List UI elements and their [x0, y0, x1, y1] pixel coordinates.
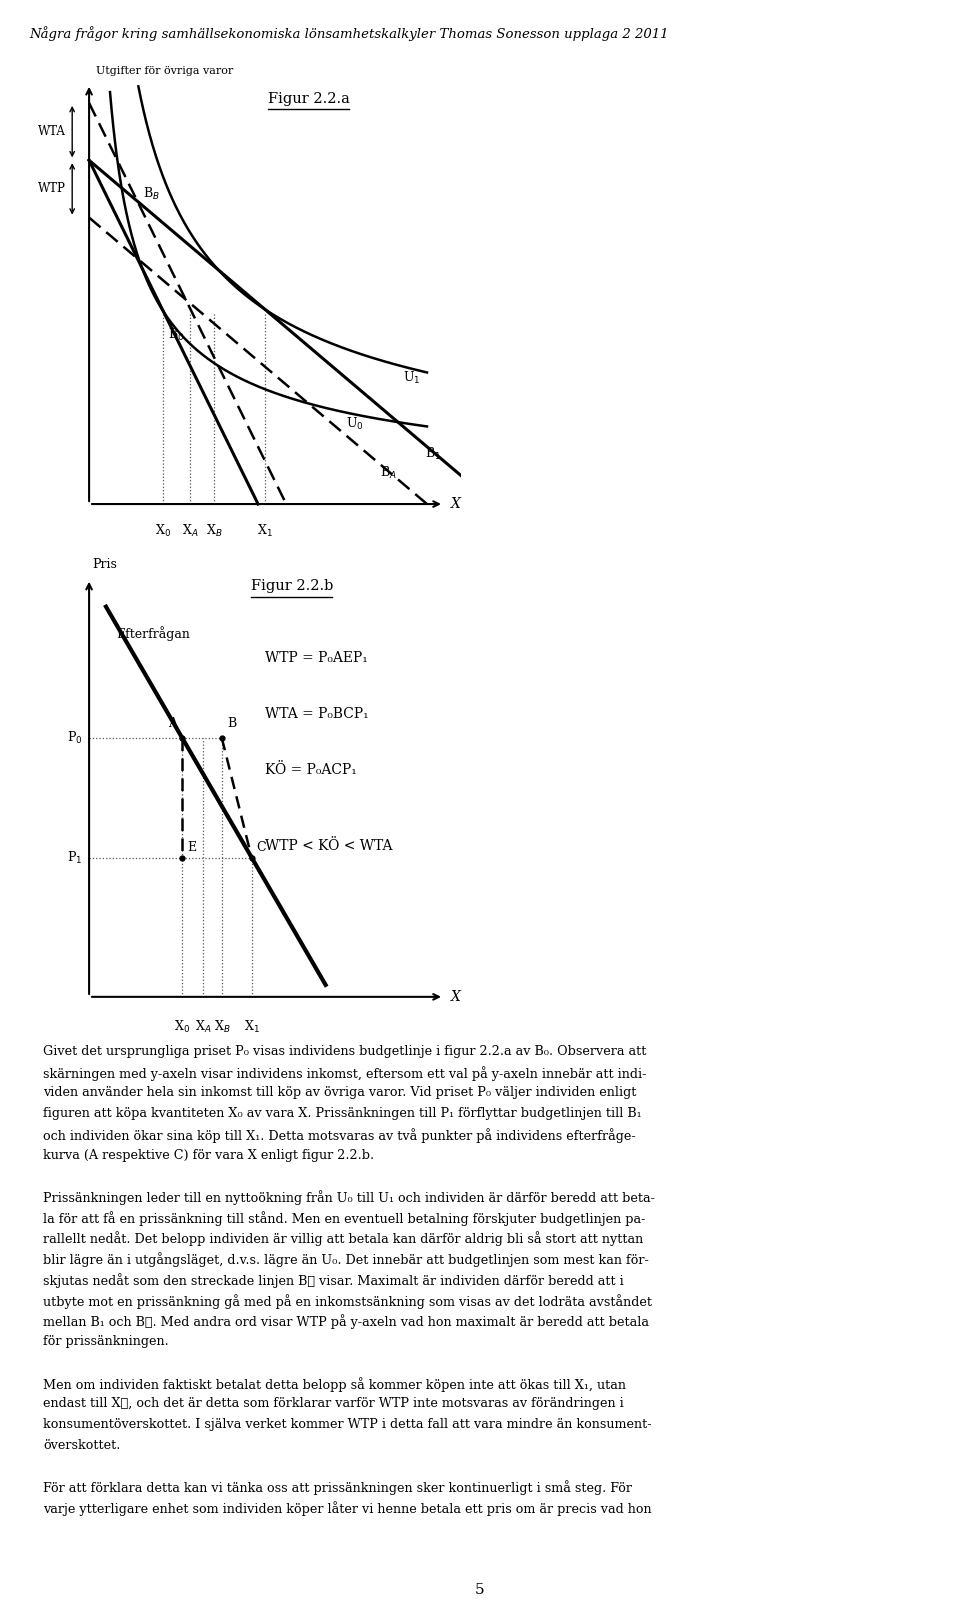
Text: viden använder hela sin inkomst till köp av övriga varor. Vid priset P₀ väljer i: viden använder hela sin inkomst till köp…	[43, 1087, 636, 1100]
Text: för prissänkningen.: för prissänkningen.	[43, 1335, 169, 1348]
Text: utbyte mot en prissänkning gå med på en inkomstsänkning som visas av det lodräta: utbyte mot en prissänkning gå med på en …	[43, 1294, 652, 1309]
Text: X$_A$: X$_A$	[182, 523, 199, 539]
Text: Givet det ursprungliga priset P₀ visas individens budgetlinje i figur 2.2.a av B: Givet det ursprungliga priset P₀ visas i…	[43, 1045, 647, 1058]
Text: X$_0$: X$_0$	[175, 1019, 190, 1035]
Text: A: A	[168, 718, 178, 731]
Text: skärningen med y-axeln visar individens inkomst, eftersom ett val på y-axeln inn: skärningen med y-axeln visar individens …	[43, 1066, 647, 1081]
Text: kurva (A respektive C) för vara X enligt figur 2.2.b.: kurva (A respektive C) för vara X enligt…	[43, 1149, 374, 1162]
Text: skjutas nedåt som den streckade linjen B⁁ visar. Maximalt är individen därför be: skjutas nedåt som den streckade linjen B…	[43, 1273, 624, 1288]
Text: U$_1$: U$_1$	[403, 369, 420, 386]
Text: överskottet.: överskottet.	[43, 1439, 121, 1452]
Text: B$_0$: B$_0$	[169, 327, 185, 342]
Text: X$_B$: X$_B$	[205, 523, 223, 539]
Text: WTA = P₀BCP₁: WTA = P₀BCP₁	[265, 708, 369, 721]
Text: 5: 5	[475, 1583, 485, 1597]
Text: C: C	[256, 841, 266, 854]
Text: X$_0$: X$_0$	[156, 523, 172, 539]
Text: varje ytterligare enhet som individen köper låter vi henne betala ett pris om är: varje ytterligare enhet som individen kö…	[43, 1502, 652, 1516]
Text: blir lägre än i utgångsläget, d.v.s. lägre än U₀. Det innebär att budgetlinjen s: blir lägre än i utgångsläget, d.v.s. läg…	[43, 1252, 649, 1267]
Text: KÖ = P₀ACP₁: KÖ = P₀ACP₁	[265, 763, 356, 778]
Text: X: X	[450, 990, 461, 1004]
Text: WTP < KÖ < WTA: WTP < KÖ < WTA	[265, 839, 393, 852]
Text: B$_A$: B$_A$	[380, 465, 396, 481]
Text: Figur 2.2.a: Figur 2.2.a	[268, 92, 349, 105]
Text: X: X	[450, 497, 461, 510]
Text: B: B	[227, 718, 236, 731]
Text: endast till X⁁, och det är detta som förklarar varför WTP inte motsvaras av förä: endast till X⁁, och det är detta som för…	[43, 1398, 624, 1411]
Text: Några frågor kring samhällsekonomiska lönsamhetskalkyler Thomas Sonesson upplaga: Några frågor kring samhällsekonomiska lö…	[29, 26, 668, 40]
Text: B$_1$: B$_1$	[425, 446, 441, 462]
Text: WTP: WTP	[37, 183, 65, 196]
Text: P$_0$: P$_0$	[67, 731, 83, 747]
Text: mellan B₁ och B⁁. Med andra ord visar WTP på y-axeln vad hon maximalt är beredd : mellan B₁ och B⁁. Med andra ord visar WT…	[43, 1314, 649, 1330]
Text: konsumentöverskottet. I själva verket kommer WTP i detta fall att vara mindre än: konsumentöverskottet. I själva verket ko…	[43, 1418, 652, 1430]
Text: Utgifter för övriga varor: Utgifter för övriga varor	[96, 66, 233, 76]
Text: Prissänkningen leder till en nyttoökning från U₀ till U₁ och individen är därför: Prissänkningen leder till en nyttoökning…	[43, 1191, 655, 1205]
Text: la för att få en prissänkning till stånd. Men en eventuell betalning förskjuter : la för att få en prissänkning till stånd…	[43, 1210, 645, 1226]
Text: och individen ökar sina köp till X₁. Detta motsvaras av två punkter på individen: och individen ökar sina köp till X₁. Det…	[43, 1128, 636, 1142]
Text: Pris: Pris	[92, 557, 117, 570]
Text: X$_A$: X$_A$	[195, 1019, 211, 1035]
Text: B$_B$: B$_B$	[143, 186, 160, 202]
Text: E: E	[187, 841, 197, 854]
Text: X$_B$: X$_B$	[213, 1019, 230, 1035]
Text: WTA: WTA	[37, 125, 65, 138]
Text: WTP = P₀AEP₁: WTP = P₀AEP₁	[265, 651, 368, 666]
Text: För att förklara detta kan vi tänka oss att prissänkningen sker kontinuerligt i : För att förklara detta kan vi tänka oss …	[43, 1481, 633, 1495]
Text: Efterfrågan: Efterfrågan	[116, 627, 190, 642]
Text: Men om individen faktiskt betalat detta belopp så kommer köpen inte att ökas til: Men om individen faktiskt betalat detta …	[43, 1377, 626, 1392]
Text: rallellt nedåt. Det belopp individen är villig att betala kan därför aldrig bli : rallellt nedåt. Det belopp individen är …	[43, 1231, 643, 1246]
Text: figuren att köpa kvantiteten X₀ av vara X. Prissänkningen till P₁ förflyttar bud: figuren att köpa kvantiteten X₀ av vara …	[43, 1106, 642, 1119]
Text: X$_1$: X$_1$	[257, 523, 273, 539]
Text: U$_0$: U$_0$	[346, 416, 364, 433]
Text: Figur 2.2.b: Figur 2.2.b	[251, 578, 333, 593]
Text: X$_1$: X$_1$	[244, 1019, 259, 1035]
Text: P$_1$: P$_1$	[67, 849, 83, 865]
